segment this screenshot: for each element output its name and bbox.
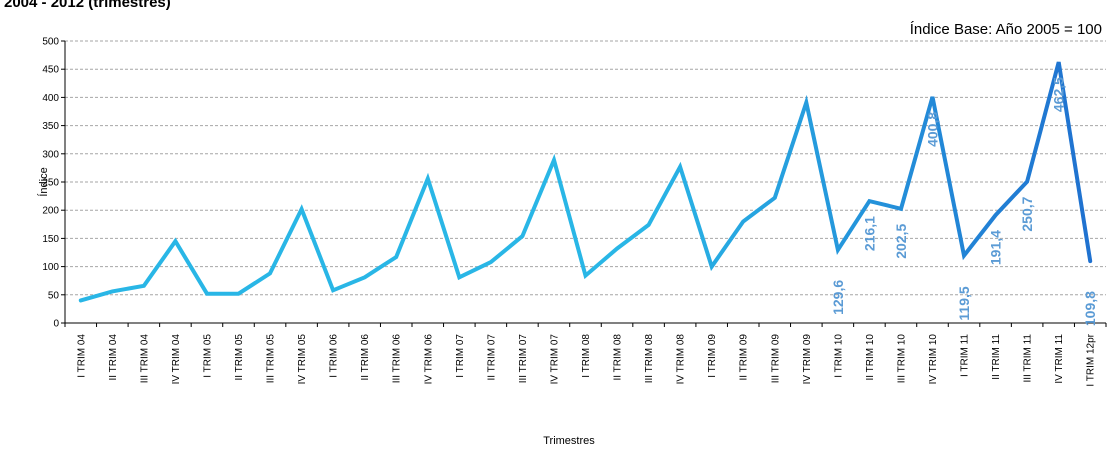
data-label: 129,6 bbox=[830, 280, 846, 315]
data-label: 462,5 bbox=[1051, 77, 1067, 112]
y-tick-label: 500 bbox=[42, 37, 59, 48]
x-tick-label: IV TRIM 07 bbox=[550, 334, 561, 385]
x-axis-title: Trimestres bbox=[543, 435, 595, 447]
series-indice bbox=[78, 61, 1093, 303]
x-tick-label: I TRIM 08 bbox=[581, 334, 592, 378]
y-tick-label: 450 bbox=[42, 65, 59, 76]
x-tick-label: III TRIM 04 bbox=[139, 334, 150, 384]
x-tick-label: I TRIM 11 bbox=[960, 334, 971, 377]
x-tick-label: IV TRIM 04 bbox=[171, 334, 182, 385]
y-tick-label: 300 bbox=[42, 149, 59, 160]
x-tick-label: III TRIM 05 bbox=[266, 334, 277, 384]
x-tick-label: III TRIM 07 bbox=[518, 334, 529, 384]
x-tick-label: III TRIM 09 bbox=[770, 334, 781, 384]
chart-title: 2004 - 2012 (trimestres) bbox=[4, 0, 171, 11]
x-tick-label: IV TRIM 05 bbox=[297, 334, 308, 385]
y-tick-label: 100 bbox=[42, 262, 59, 273]
y-axis-title: Índice bbox=[37, 167, 50, 196]
data-label: 250,7 bbox=[1019, 196, 1035, 231]
data-label: 191,4 bbox=[988, 230, 1004, 265]
x-tick-label: IV TRIM 11 bbox=[1054, 334, 1065, 384]
x-tick-label: IV TRIM 08 bbox=[676, 334, 687, 385]
x-tick-label: I TRIM 07 bbox=[455, 334, 466, 378]
series-line bbox=[78, 61, 1093, 303]
y-tick-label: 0 bbox=[53, 319, 59, 330]
gridlines bbox=[65, 40, 1106, 296]
x-tick-label: I TRIM 04 bbox=[76, 334, 87, 378]
x-tick-label: IV TRIM 10 bbox=[928, 334, 939, 385]
data-label: 202,5 bbox=[893, 224, 909, 259]
data-label: 109,8 bbox=[1082, 291, 1098, 326]
x-tick-label: II TRIM 07 bbox=[486, 334, 497, 381]
y-tick-label: 200 bbox=[42, 206, 59, 217]
y-axis-ticks: 0 50 100 150 200 250 300 350 400 450 500 bbox=[42, 37, 65, 330]
x-tick-label: IV TRIM 06 bbox=[423, 334, 434, 385]
data-label: 119,5 bbox=[956, 286, 972, 320]
y-tick-label: 150 bbox=[42, 234, 59, 245]
x-axis-ticks: I TRIM 04 II TRIM 04 III TRIM 04 IV TRIM 04… bbox=[64, 323, 1107, 387]
x-tick-label: II TRIM 06 bbox=[360, 334, 371, 381]
x-tick-label: IV TRIM 09 bbox=[802, 334, 813, 385]
x-tick-label: II TRIM 08 bbox=[613, 334, 624, 381]
x-tick-label: I TRIM 05 bbox=[203, 334, 214, 378]
x-tick-label: II TRIM 11 bbox=[991, 334, 1002, 380]
x-tick-label: II TRIM 04 bbox=[108, 334, 119, 381]
y-tick-label: 50 bbox=[48, 290, 60, 301]
x-tick-label: III TRIM 08 bbox=[644, 334, 655, 384]
x-tick-label: III TRIM 10 bbox=[897, 334, 908, 384]
x-tick-label: I TRIM 10 bbox=[833, 334, 844, 378]
x-tick-label: III TRIM 06 bbox=[392, 334, 403, 384]
x-tick-label: II TRIM 05 bbox=[234, 334, 245, 381]
x-tick-label: II TRIM 09 bbox=[739, 334, 750, 381]
x-tick-label: I TRIM 06 bbox=[329, 334, 340, 378]
y-tick-label: 250 bbox=[42, 178, 59, 189]
x-tick-label: I TRIM 09 bbox=[707, 334, 718, 378]
y-tick-label: 400 bbox=[42, 93, 59, 104]
data-labels: 129,6 216,1 202,5 400,8 119,5 191,4 250,7 462,5… bbox=[830, 77, 1098, 326]
x-tick-label: II TRIM 10 bbox=[865, 334, 876, 381]
x-tick-label: I TRIM 12pr bbox=[1086, 333, 1097, 386]
base-index-note: Índice Base: Año 2005 = 100 bbox=[910, 21, 1102, 38]
x-tick-label: III TRIM 11 bbox=[1023, 334, 1034, 383]
data-label: 216,1 bbox=[861, 216, 877, 251]
y-tick-label: 350 bbox=[42, 121, 59, 132]
data-label: 400,8 bbox=[925, 112, 941, 147]
